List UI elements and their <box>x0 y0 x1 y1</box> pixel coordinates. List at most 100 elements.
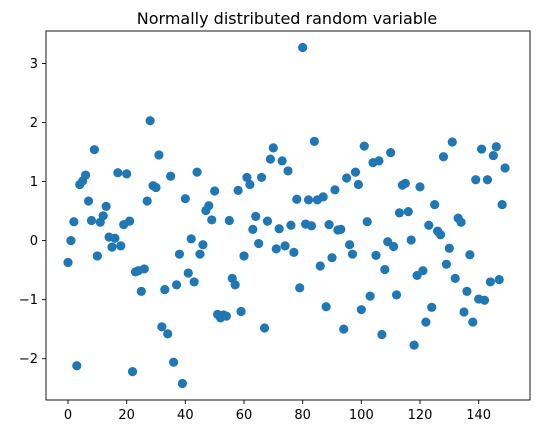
data-point <box>295 283 305 293</box>
data-point <box>98 211 108 221</box>
data-point <box>350 167 361 177</box>
data-point <box>353 179 363 190</box>
data-point <box>242 172 252 183</box>
data-point <box>303 195 314 205</box>
data-point <box>318 192 328 202</box>
data-point <box>477 144 487 154</box>
data-point <box>471 175 481 185</box>
data-point <box>321 302 331 312</box>
data-point <box>336 224 346 234</box>
data-point <box>444 243 454 253</box>
data-point <box>391 290 402 300</box>
data-point <box>400 178 410 188</box>
y-tick-label: 0 <box>30 234 38 249</box>
data-point <box>195 249 205 259</box>
y-tick-label: 2 <box>30 116 38 131</box>
data-point <box>186 234 196 244</box>
data-point <box>298 42 308 53</box>
data-point <box>327 253 337 263</box>
data-point <box>418 266 428 276</box>
data-point <box>160 285 170 295</box>
data-point <box>177 378 187 389</box>
data-point <box>83 196 94 206</box>
data-point <box>441 259 451 269</box>
data-point <box>345 240 355 250</box>
data-point <box>145 116 155 126</box>
data-point <box>386 148 396 158</box>
data-point <box>309 136 319 146</box>
data-point <box>110 233 120 243</box>
data-point <box>356 305 366 315</box>
data-point <box>415 182 425 192</box>
data-point <box>324 220 334 230</box>
data-point <box>427 302 437 312</box>
data-point <box>377 329 387 340</box>
data-point <box>274 224 284 234</box>
data-point <box>230 280 240 290</box>
data-point <box>435 230 446 240</box>
data-point <box>286 220 296 230</box>
data-point <box>259 323 270 333</box>
x-tick-label: 120 <box>408 408 433 423</box>
data-point <box>389 241 399 252</box>
data-point <box>277 156 287 166</box>
data-point <box>92 251 102 261</box>
data-point <box>362 217 372 227</box>
data-point <box>122 169 132 179</box>
data-point <box>500 163 510 173</box>
y-axis-ticks: −2 −1 0 1 2 3 <box>19 57 46 367</box>
data-point <box>271 244 281 254</box>
data-point <box>136 286 146 296</box>
data-point <box>315 261 325 271</box>
data-point <box>163 329 173 339</box>
data-point <box>488 150 498 161</box>
data-point <box>189 277 199 287</box>
data-point <box>430 199 440 210</box>
data-point <box>479 295 490 305</box>
data-point <box>180 194 190 204</box>
data-point <box>169 357 179 367</box>
data-point <box>347 249 358 259</box>
data-point <box>283 166 293 176</box>
data-point <box>239 251 249 261</box>
data-point <box>192 167 202 177</box>
data-point <box>236 306 246 317</box>
data-point <box>251 211 261 221</box>
data-point <box>485 277 495 287</box>
data-point <box>365 291 375 301</box>
plot-frame <box>45 30 531 401</box>
data-point <box>257 172 267 183</box>
x-tick-label: 140 <box>466 408 491 423</box>
data-point <box>139 264 149 274</box>
data-point <box>198 240 208 250</box>
data-point <box>174 249 185 259</box>
data-point <box>409 340 419 350</box>
y-tick-label: 1 <box>30 175 38 190</box>
data-point <box>406 235 416 245</box>
data-point <box>339 324 349 334</box>
data-point <box>262 216 273 226</box>
data-point <box>394 208 405 218</box>
y-tick-label: 3 <box>30 57 38 72</box>
data-point <box>142 196 152 206</box>
data-point <box>107 242 117 252</box>
data-point <box>482 175 493 185</box>
data-point <box>459 307 469 317</box>
data-point <box>424 220 434 230</box>
data-point <box>224 215 234 226</box>
data-point <box>462 286 472 296</box>
data-point <box>86 215 97 226</box>
data-point <box>438 152 449 162</box>
data-point <box>380 264 390 275</box>
data-point <box>171 280 182 290</box>
data-point <box>447 137 457 147</box>
x-tick-label: 100 <box>349 408 374 423</box>
chart-title: Normally distributed random variable <box>137 9 437 28</box>
data-point <box>66 235 76 246</box>
data-point <box>265 154 275 164</box>
x-tick-label: 40 <box>177 408 194 423</box>
data-point <box>306 221 317 231</box>
data-point <box>183 268 193 278</box>
data-point <box>221 311 231 321</box>
data-point <box>204 201 214 211</box>
